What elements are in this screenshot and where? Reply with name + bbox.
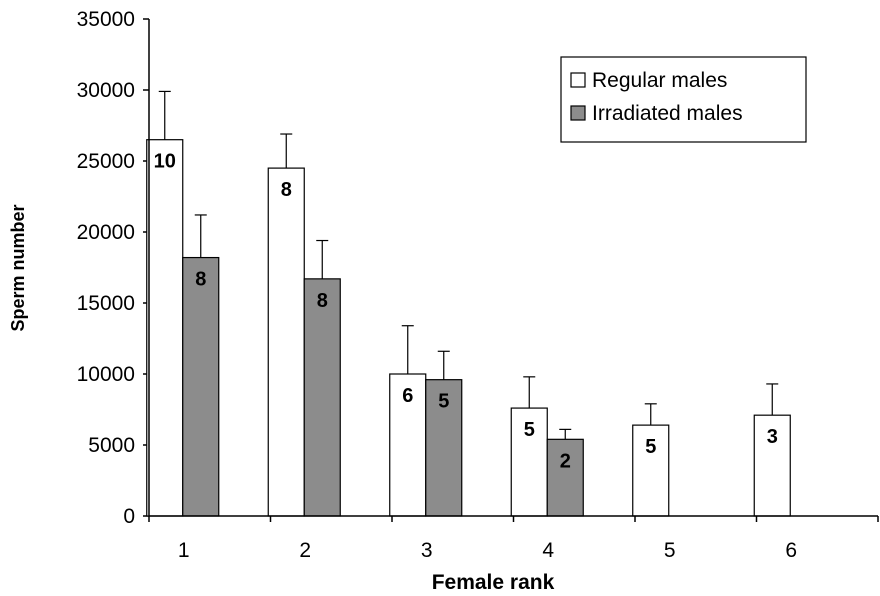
- y-tick-label: 35000: [77, 8, 135, 31]
- bar-regular-males: [632, 424, 670, 517]
- legend: Regular males Irradiated males: [560, 56, 807, 143]
- y-tick-label: 10000: [77, 363, 135, 386]
- legend-label-irradiated: Irradiated males: [592, 102, 743, 125]
- y-tick-label: 30000: [77, 79, 135, 102]
- bar-sample-size-label: 5: [438, 391, 449, 413]
- y-tick-label: 0: [123, 505, 135, 528]
- bar-sample-size-label: 5: [524, 419, 535, 441]
- bar-sample-size-label: 8: [195, 269, 206, 291]
- x-tick-label: 5: [664, 539, 676, 562]
- bar-sample-size-label: 10: [154, 151, 176, 173]
- bar-sample-size-label: 6: [402, 385, 413, 407]
- bar-regular-males: [267, 167, 305, 517]
- bar-sample-size-label: 5: [645, 436, 656, 458]
- y-tick-label: 5000: [88, 434, 135, 457]
- y-axis-ticks: 0 5000 10000 15000 20000 25000 30000 35000: [77, 8, 149, 528]
- bar-series-group: 10 8 6 5 5 3 8 8 5 2: [146, 90, 791, 517]
- y-tick-label: 15000: [77, 292, 135, 315]
- bar-regular-males: [146, 139, 184, 517]
- x-tick-label: 4: [542, 539, 554, 562]
- bar-irradiated-males: [546, 438, 584, 517]
- bar-sample-size-label: 3: [767, 426, 778, 448]
- bar-irradiated-males: [303, 278, 341, 517]
- x-tick-label: 1: [178, 539, 190, 562]
- bar-sample-size-label: 8: [281, 179, 292, 201]
- bar-sample-size-label: 2: [560, 450, 571, 472]
- legend-swatch-irradiated: [570, 105, 586, 121]
- legend-swatch-regular: [570, 72, 586, 88]
- bar-sample-size-label: 8: [317, 290, 328, 312]
- legend-frame: [560, 56, 807, 143]
- x-tick-label: 3: [421, 539, 433, 562]
- bar-irradiated-males: [182, 256, 220, 517]
- x-tick-label: 2: [299, 539, 311, 562]
- x-tick-label: 6: [785, 539, 797, 562]
- x-axis-ticks: 1 2 3 4 5 6: [148, 516, 879, 562]
- x-axis-title: Female rank: [432, 571, 555, 594]
- bar-regular-males: [753, 414, 791, 517]
- legend-label-regular: Regular males: [592, 69, 727, 92]
- y-tick-label: 20000: [77, 221, 135, 244]
- y-tick-label: 25000: [77, 150, 135, 173]
- y-axis-title: Sperm number: [8, 204, 28, 331]
